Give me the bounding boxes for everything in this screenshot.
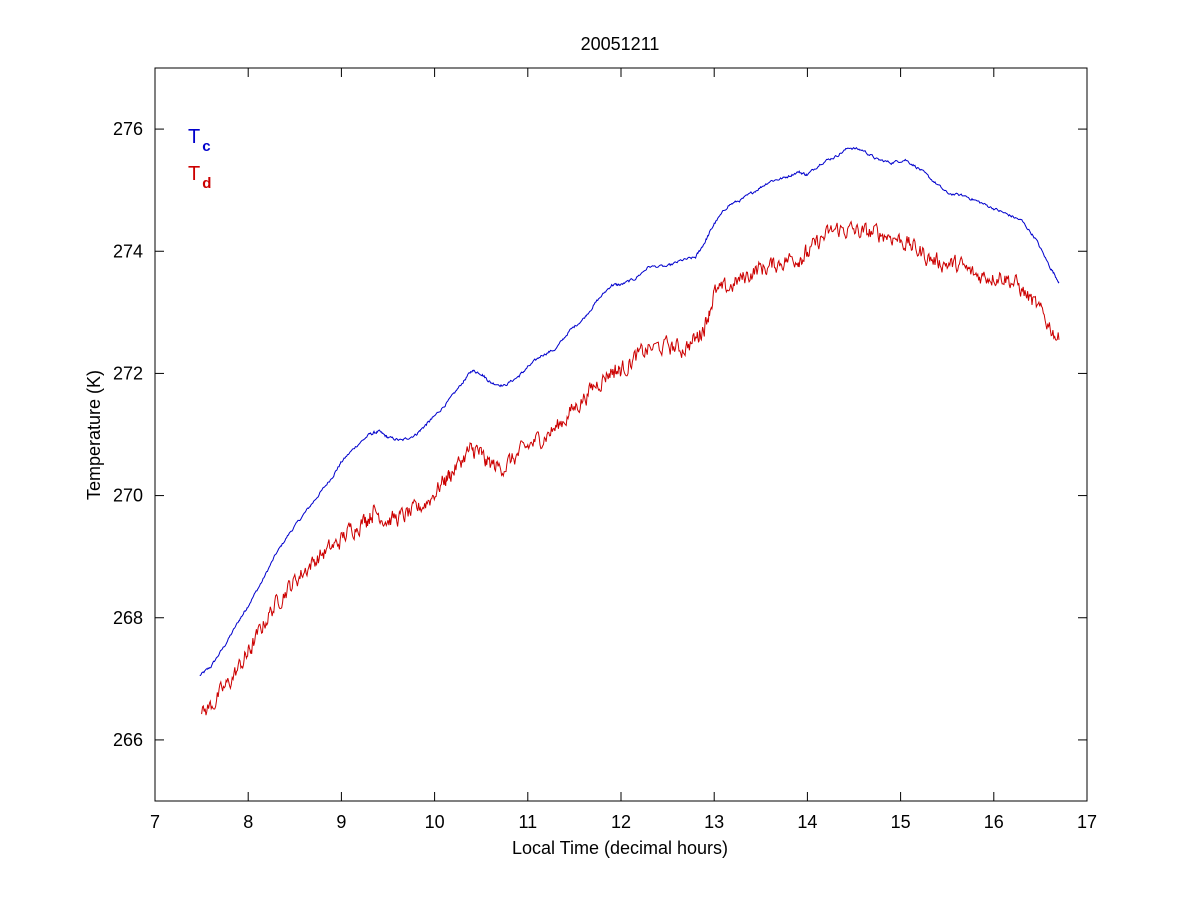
x-tick-label: 7	[150, 812, 160, 832]
plot-area-frame	[154, 67, 1088, 802]
x-tick-label: 14	[797, 812, 817, 832]
y-tick-label: 270	[113, 486, 143, 506]
x-tick-label: 16	[984, 812, 1004, 832]
y-tick-label: 266	[113, 730, 143, 750]
x-tick-label: 12	[611, 812, 631, 832]
y-tick-label: 272	[113, 363, 143, 383]
x-tick-label: 15	[891, 812, 911, 832]
y-tick-label: 268	[113, 608, 143, 628]
x-tick-label: 8	[243, 812, 253, 832]
series-line-td	[201, 220, 1060, 716]
x-tick-label: 13	[704, 812, 724, 832]
y-tick-label: 276	[113, 119, 143, 139]
y-axis-label: Temperature (K)	[84, 370, 104, 500]
x-tick-label: 10	[425, 812, 445, 832]
x-tick-label: 17	[1077, 812, 1097, 832]
x-tick-label: 9	[336, 812, 346, 832]
y-tick-label: 274	[113, 241, 143, 261]
x-axis-label: Local Time (decimal hours)	[512, 838, 728, 858]
chart-title: 20051211	[581, 34, 660, 54]
x-tick-label: 11	[518, 812, 537, 832]
series-line-tc	[199, 146, 1060, 677]
